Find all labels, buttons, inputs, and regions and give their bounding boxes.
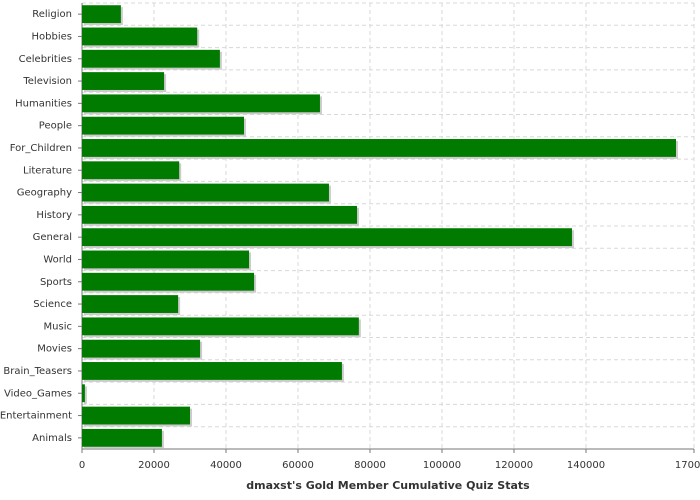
y-tick-label: For_Children — [10, 143, 72, 154]
y-tick-label: Brain_Teasers — [3, 366, 72, 377]
bar — [82, 94, 320, 113]
x-tick-label: 20000 — [138, 460, 170, 471]
x-tick-label: 60000 — [282, 460, 314, 471]
x-tick-label: 0 — [79, 460, 85, 471]
bar — [82, 317, 359, 336]
y-tick-label: Science — [33, 299, 72, 310]
bar — [82, 5, 121, 24]
bar — [82, 139, 676, 157]
bar — [82, 362, 342, 380]
bar-shadow — [84, 386, 87, 405]
bar — [82, 161, 180, 180]
bar — [82, 272, 255, 291]
y-tick-label: Hobbies — [32, 31, 72, 42]
x-tick-label: 40000 — [210, 460, 242, 471]
y-tick-label: Celebrities — [19, 54, 72, 65]
y-tick-label: Video_Games — [4, 388, 72, 399]
bar — [82, 428, 162, 447]
y-tick-label: Religion — [32, 9, 72, 20]
bar — [82, 228, 572, 247]
bar — [82, 72, 165, 90]
y-tick-label: History — [36, 210, 72, 221]
bar — [82, 295, 179, 313]
x-tick-label: 170000 — [675, 460, 700, 471]
y-tick-label: Entertainment — [0, 411, 72, 422]
bar — [82, 116, 244, 135]
y-tick-label: Sports — [40, 277, 72, 288]
bar — [82, 384, 85, 403]
x-tick-label: 120000 — [495, 460, 533, 471]
y-tick-label: Music — [44, 321, 72, 332]
y-tick-label: Animals — [32, 433, 72, 444]
y-tick-label: Television — [22, 76, 72, 87]
bar — [82, 339, 201, 358]
y-tick-label: Geography — [17, 188, 72, 199]
bar — [82, 406, 190, 425]
bar — [82, 205, 358, 224]
x-tick-label: 140000 — [567, 460, 605, 471]
bar — [82, 250, 250, 269]
y-tick-label: Literature — [23, 165, 72, 176]
x-tick-label: 80000 — [354, 460, 386, 471]
bar — [82, 49, 220, 68]
x-axis-label: dmaxst's Gold Member Cumulative Quiz Sta… — [246, 479, 530, 492]
bar — [82, 27, 198, 46]
y-tick-label: World — [43, 254, 72, 265]
y-tick-label: Movies — [37, 344, 72, 355]
x-tick-label: 100000 — [423, 460, 461, 471]
y-tick-label: People — [39, 121, 72, 132]
bar — [82, 183, 329, 202]
y-tick-label: Humanities — [15, 98, 72, 109]
y-tick-label: General — [33, 232, 72, 243]
